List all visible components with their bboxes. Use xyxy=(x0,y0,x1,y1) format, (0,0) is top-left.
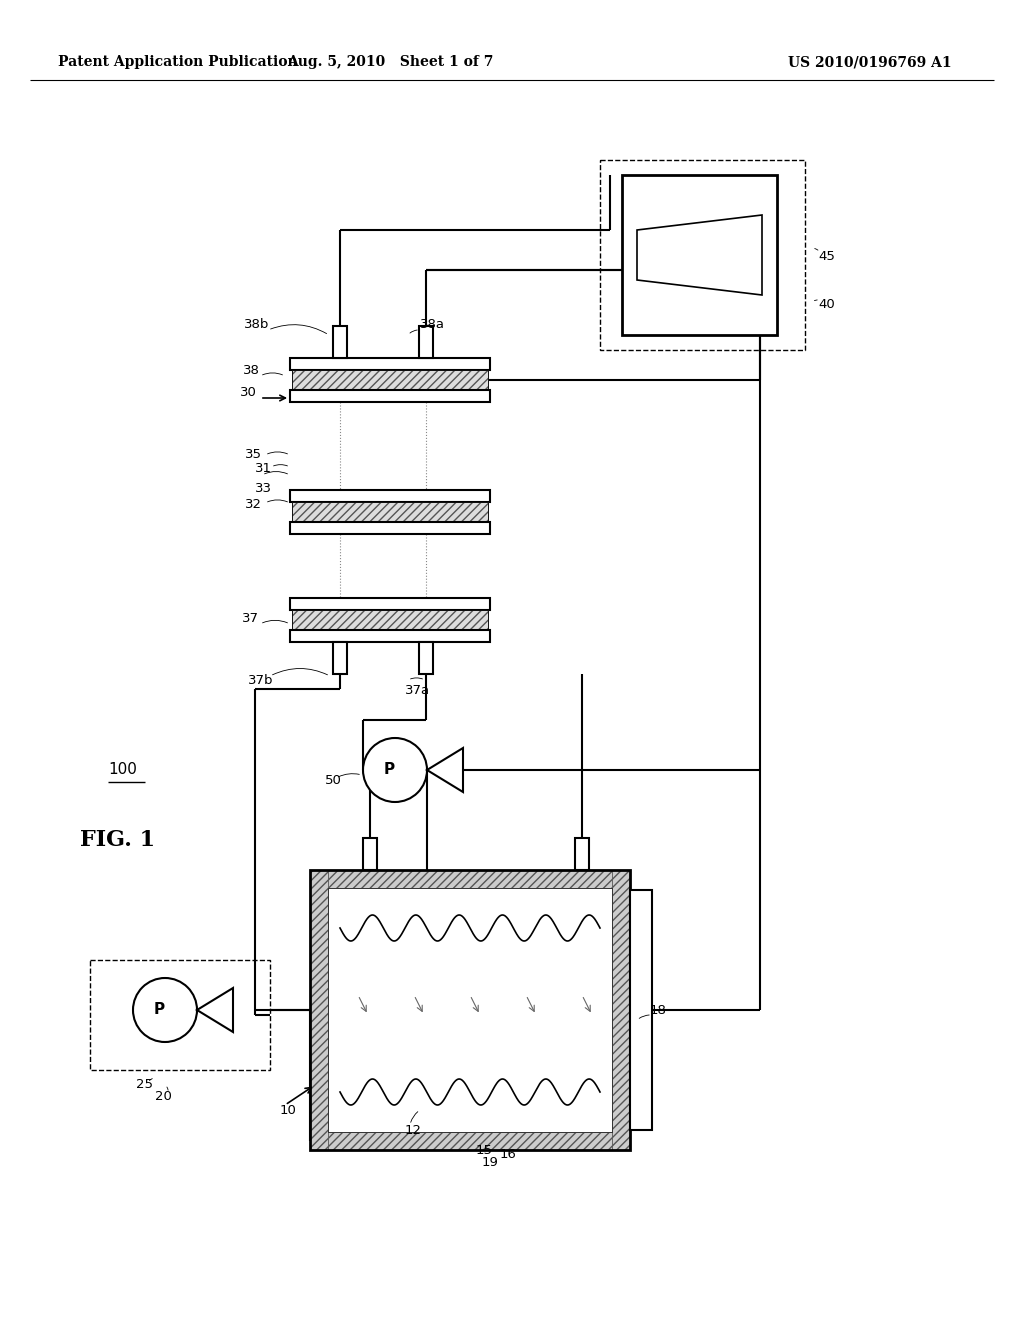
Text: P: P xyxy=(383,763,394,777)
Text: 38: 38 xyxy=(243,363,260,376)
Text: 100: 100 xyxy=(108,763,137,777)
Text: 10: 10 xyxy=(280,1104,297,1117)
Bar xyxy=(292,370,488,389)
Text: 18: 18 xyxy=(650,1003,667,1016)
Bar xyxy=(612,870,630,1150)
Text: FIG. 1: FIG. 1 xyxy=(80,829,155,851)
Text: 50: 50 xyxy=(325,774,342,787)
Bar xyxy=(292,502,488,521)
Bar xyxy=(292,610,488,630)
Bar xyxy=(310,870,630,1150)
Bar xyxy=(630,890,652,1130)
Text: Patent Application Publication: Patent Application Publication xyxy=(58,55,298,69)
Bar xyxy=(333,326,347,358)
Bar xyxy=(310,870,328,1150)
Bar xyxy=(292,370,488,389)
Polygon shape xyxy=(637,215,762,294)
Polygon shape xyxy=(197,987,233,1032)
Text: 45: 45 xyxy=(818,251,835,264)
Bar xyxy=(575,838,589,870)
Bar xyxy=(292,610,488,630)
Bar xyxy=(290,630,490,642)
Text: Aug. 5, 2010   Sheet 1 of 7: Aug. 5, 2010 Sheet 1 of 7 xyxy=(287,55,494,69)
Bar xyxy=(310,870,630,888)
Bar xyxy=(333,642,347,675)
Bar xyxy=(362,838,377,870)
Text: 32: 32 xyxy=(245,498,262,511)
Text: 31: 31 xyxy=(255,462,272,474)
Text: 37: 37 xyxy=(242,611,259,624)
Bar xyxy=(622,176,777,335)
Text: 19: 19 xyxy=(482,1155,499,1168)
Bar xyxy=(290,358,490,370)
Text: 12: 12 xyxy=(406,1123,422,1137)
Text: 37a: 37a xyxy=(406,684,430,697)
Circle shape xyxy=(133,978,197,1041)
Text: 20: 20 xyxy=(155,1089,172,1102)
Bar xyxy=(328,888,612,1133)
Bar xyxy=(600,160,805,350)
Bar xyxy=(292,502,488,521)
Bar xyxy=(290,598,490,610)
Bar xyxy=(290,490,490,502)
Bar xyxy=(419,642,433,675)
Bar xyxy=(310,1133,630,1150)
Text: 37b: 37b xyxy=(248,673,273,686)
Text: 15: 15 xyxy=(476,1143,493,1156)
Bar xyxy=(290,521,490,535)
Text: 25: 25 xyxy=(136,1078,153,1092)
Text: 40: 40 xyxy=(818,298,835,312)
Text: P: P xyxy=(154,1002,165,1018)
Text: 38a: 38a xyxy=(420,318,445,331)
Text: 35: 35 xyxy=(245,449,262,462)
Text: 30: 30 xyxy=(240,385,257,399)
Bar xyxy=(290,389,490,403)
Polygon shape xyxy=(427,748,463,792)
Bar xyxy=(419,326,433,358)
Text: 33: 33 xyxy=(255,482,272,495)
Text: 16: 16 xyxy=(500,1148,517,1162)
Text: 38b: 38b xyxy=(244,318,269,331)
Circle shape xyxy=(362,738,427,803)
Bar xyxy=(90,960,270,1071)
Text: US 2010/0196769 A1: US 2010/0196769 A1 xyxy=(788,55,952,69)
